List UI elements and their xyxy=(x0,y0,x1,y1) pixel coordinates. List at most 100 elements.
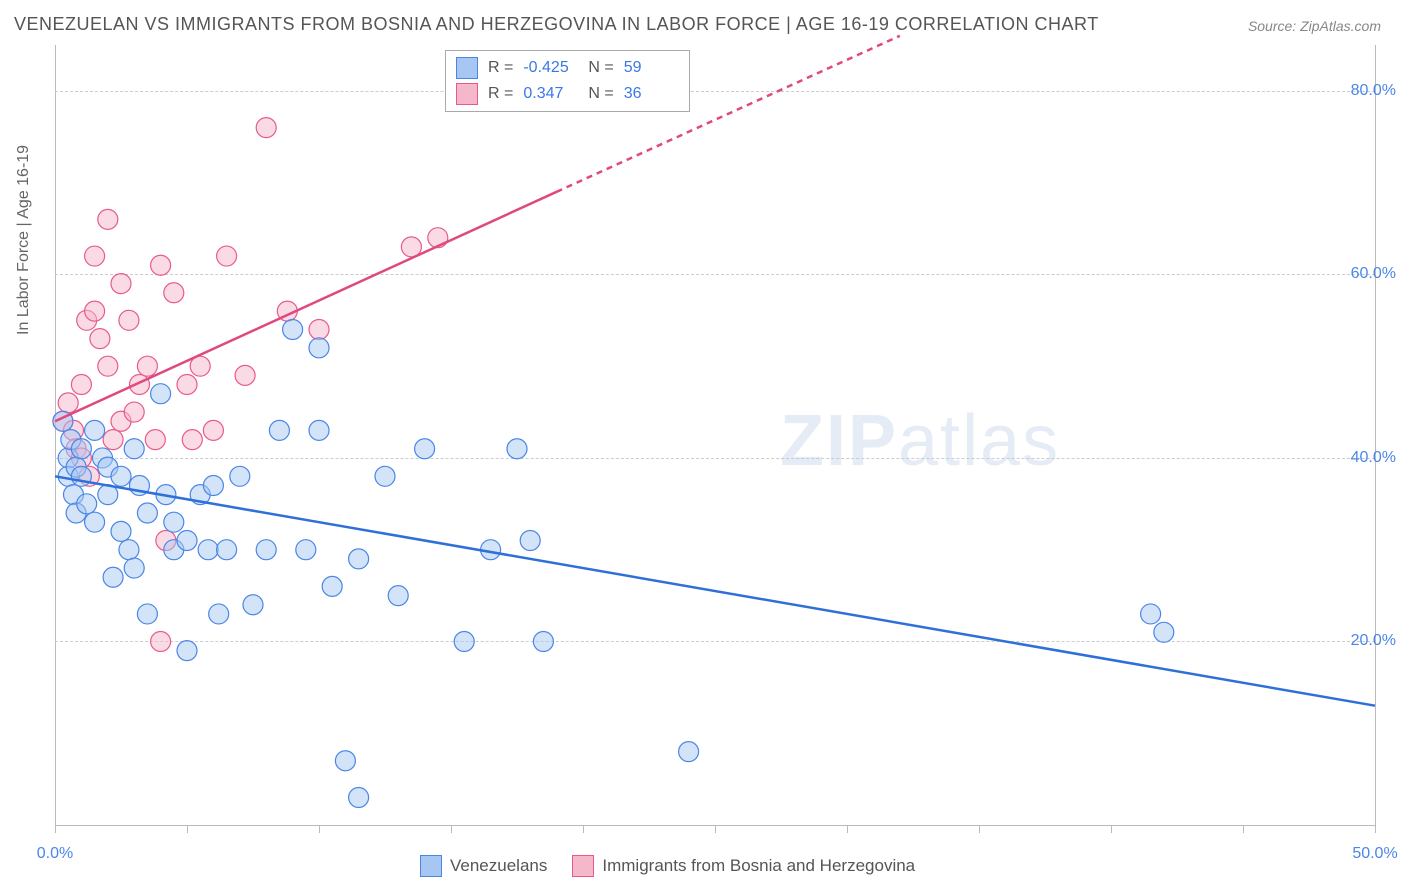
r-value-blue: -0.425 xyxy=(523,59,578,77)
data-point xyxy=(217,540,237,560)
data-point xyxy=(203,420,223,440)
x-tick xyxy=(583,825,584,833)
n-label: N = xyxy=(588,85,613,103)
data-point xyxy=(415,439,435,459)
r-label: R = xyxy=(488,85,513,103)
data-point xyxy=(507,439,527,459)
data-point xyxy=(520,531,540,551)
data-point xyxy=(256,118,276,138)
data-point xyxy=(85,246,105,266)
data-point xyxy=(119,310,139,330)
series-legend: Venezuelans Immigrants from Bosnia and H… xyxy=(420,855,915,877)
data-point xyxy=(164,283,184,303)
data-point xyxy=(454,631,474,651)
data-point xyxy=(322,576,342,596)
x-tick xyxy=(55,825,56,833)
data-point xyxy=(428,228,448,248)
data-point xyxy=(103,430,123,450)
data-point xyxy=(137,503,157,523)
x-tick xyxy=(451,825,452,833)
x-tick-label: 50.0% xyxy=(1352,845,1397,863)
data-point xyxy=(137,604,157,624)
data-point xyxy=(256,540,276,560)
n-value-pink: 36 xyxy=(624,85,679,103)
data-point xyxy=(85,301,105,321)
data-point xyxy=(151,255,171,275)
y-axis-label: In Labor Force | Age 16-19 xyxy=(15,145,33,335)
legend-row-blue: R = -0.425 N = 59 xyxy=(456,55,679,81)
data-point xyxy=(198,540,218,560)
data-point xyxy=(309,319,329,339)
data-point xyxy=(203,475,223,495)
data-point xyxy=(124,402,144,422)
data-point xyxy=(1141,604,1161,624)
data-point xyxy=(177,641,197,661)
n-label: N = xyxy=(588,59,613,77)
x-tick xyxy=(715,825,716,833)
data-point xyxy=(77,494,97,514)
data-point xyxy=(209,604,229,624)
data-point xyxy=(679,742,699,762)
data-point xyxy=(58,393,78,413)
r-value-pink: 0.347 xyxy=(523,85,578,103)
data-point xyxy=(111,274,131,294)
x-tick xyxy=(1243,825,1244,833)
legend-row-pink: R = 0.347 N = 36 xyxy=(456,81,679,107)
data-point xyxy=(85,420,105,440)
data-point xyxy=(182,430,202,450)
data-point xyxy=(145,430,165,450)
data-point xyxy=(151,384,171,404)
chart-svg xyxy=(55,45,1375,825)
data-point xyxy=(235,365,255,385)
data-point xyxy=(309,338,329,358)
legend-item-blue: Venezuelans xyxy=(420,855,547,877)
x-tick xyxy=(979,825,980,833)
trend-line xyxy=(55,192,557,421)
data-point xyxy=(151,631,171,651)
data-point xyxy=(111,521,131,541)
data-point xyxy=(177,375,197,395)
data-point xyxy=(98,209,118,229)
data-point xyxy=(388,586,408,606)
legend-swatch-pink xyxy=(456,83,478,105)
x-tick xyxy=(319,825,320,833)
data-point xyxy=(111,466,131,486)
legend-swatch-blue xyxy=(420,855,442,877)
x-tick xyxy=(1375,825,1376,833)
data-point xyxy=(103,567,123,587)
data-point xyxy=(349,787,369,807)
data-point xyxy=(269,420,289,440)
data-point xyxy=(124,558,144,578)
n-value-blue: 59 xyxy=(624,59,679,77)
source-attribution: Source: ZipAtlas.com xyxy=(1248,18,1381,34)
data-point xyxy=(296,540,316,560)
data-point xyxy=(177,531,197,551)
data-point xyxy=(85,512,105,532)
data-point xyxy=(230,466,250,486)
x-tick-label: 0.0% xyxy=(37,845,73,863)
data-point xyxy=(335,751,355,771)
data-point xyxy=(90,329,110,349)
data-point xyxy=(124,439,144,459)
data-point xyxy=(309,420,329,440)
data-point xyxy=(119,540,139,560)
chart-title: VENEZUELAN VS IMMIGRANTS FROM BOSNIA AND… xyxy=(14,14,1099,35)
correlation-legend: R = -0.425 N = 59 R = 0.347 N = 36 xyxy=(445,50,690,112)
data-point xyxy=(71,375,91,395)
data-point xyxy=(283,319,303,339)
data-point xyxy=(375,466,395,486)
legend-label-pink: Immigrants from Bosnia and Herzegovina xyxy=(602,856,915,876)
data-point xyxy=(164,512,184,532)
data-point xyxy=(71,439,91,459)
legend-label-blue: Venezuelans xyxy=(450,856,547,876)
data-point xyxy=(533,631,553,651)
trend-line xyxy=(55,476,1375,705)
x-tick xyxy=(187,825,188,833)
data-point xyxy=(137,356,157,376)
data-point xyxy=(243,595,263,615)
legend-item-pink: Immigrants from Bosnia and Herzegovina xyxy=(572,855,915,877)
x-tick xyxy=(1111,825,1112,833)
r-label: R = xyxy=(488,59,513,77)
legend-swatch-blue xyxy=(456,57,478,79)
data-point xyxy=(1154,622,1174,642)
